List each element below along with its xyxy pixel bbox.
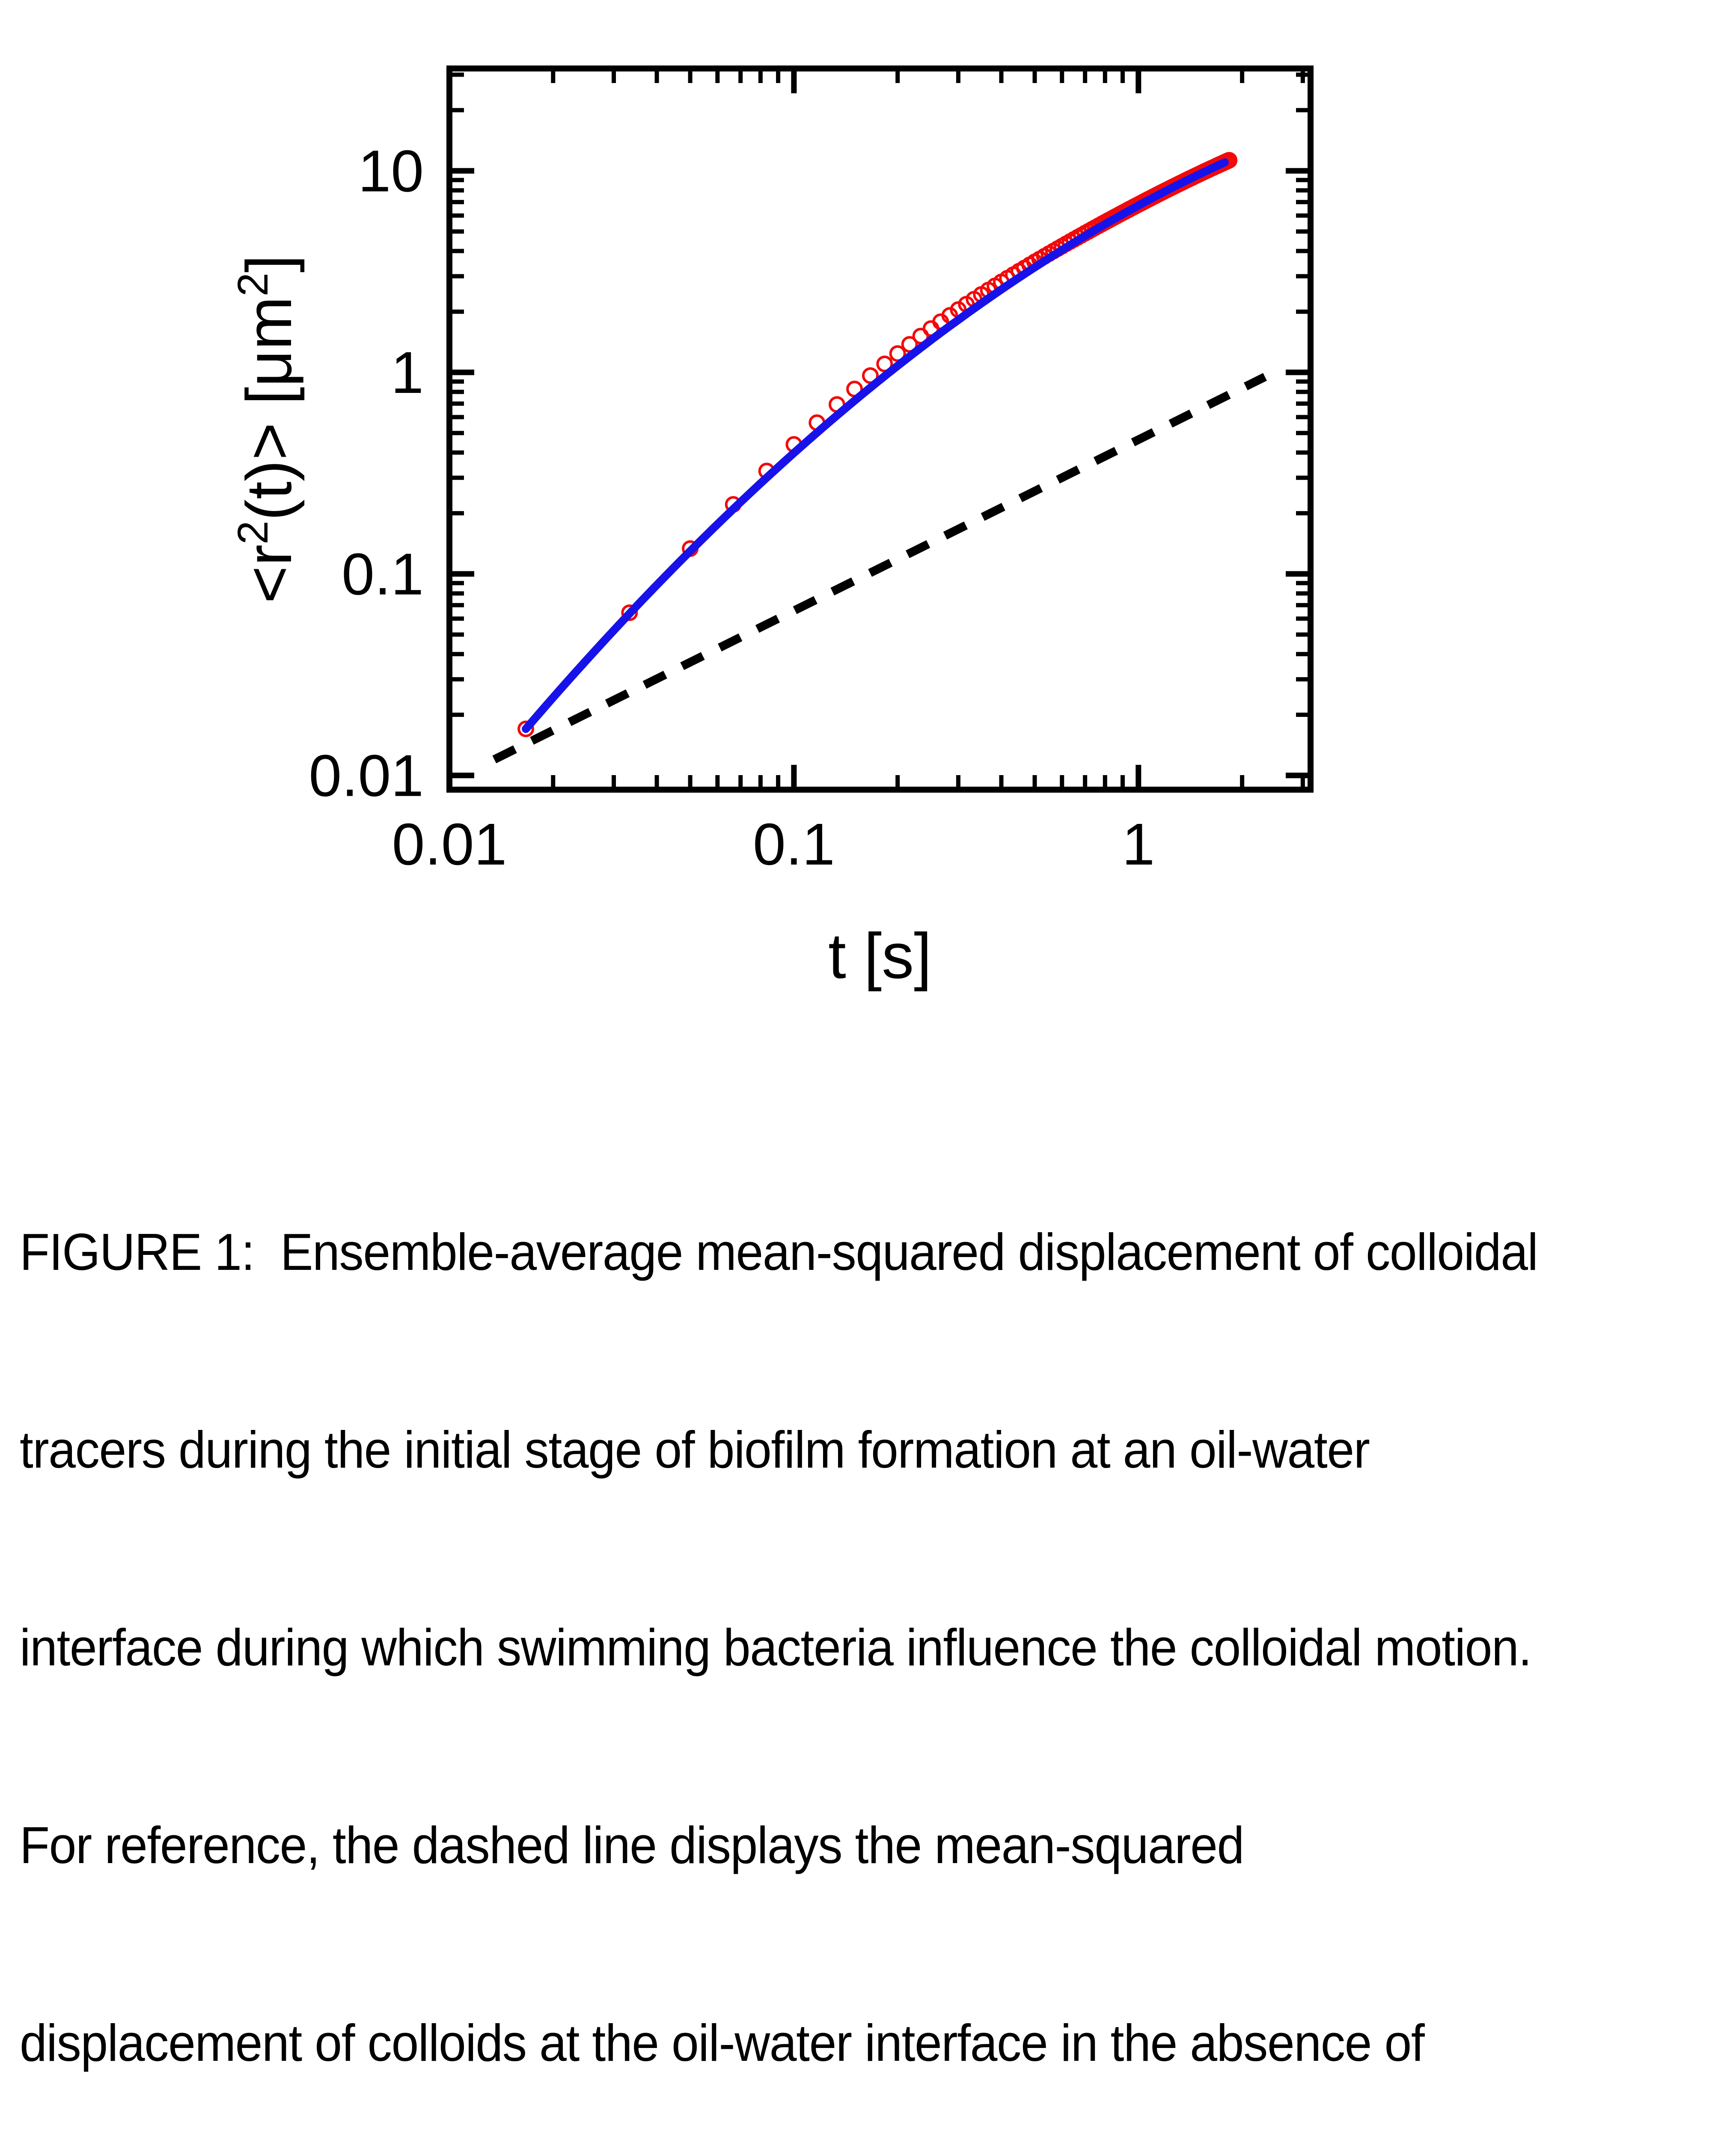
y-axis-title-superscript: 2 [229,273,277,297]
data-point-circle [621,604,638,621]
y-tick-label: 0.1 [342,541,424,607]
y-axis-title-part: <r [233,544,305,603]
data-points-group [517,152,1238,737]
caption-line: interface during which swimming bacteria… [20,1618,1532,1676]
dashed-reference-line [492,373,1267,764]
x-tick-label: 1 [1122,811,1155,877]
caption-line: For reference, the dashed line displays … [20,1816,1244,1874]
x-axis-title: t [s] [828,920,932,992]
y-tick-label: 0.01 [309,743,424,809]
y-axis-title-part: ] [233,255,305,273]
figure-caption: FIGURE 1: Ensemble-average mean-squared … [20,1087,1621,2140]
caption-line: FIGURE 1: Ensemble-average mean-squared … [20,1223,1538,1281]
y-axis-title-part: (t)> [ [233,387,305,521]
x-tick-label: 0.01 [392,811,507,877]
fit-line [522,158,1229,733]
caption-line: tracers during the initial stage of biof… [20,1421,1370,1479]
caption-line: displacement of colloids at the oil-wate… [20,2014,1425,2072]
x-tick-label: 0.1 [753,811,835,877]
y-tick-label: 1 [391,340,424,406]
data-point-circle [517,720,535,737]
figure-1: 0.01 0.1 1 0.01 0.1 1 10 t [s] <r2(t)> [μm2] FIG… [0,0,1736,2072]
plot-border [446,65,1314,793]
y-axis-title-superscript: 2 [229,521,277,545]
y-axis-title: <r2(t)> [μm2] [229,255,305,603]
msd-log-log-plot: 0.01 0.1 1 0.01 0.1 1 10 t [s] <r2(t)> [μm2] [0,0,1736,1053]
y-tick-label: 10 [358,138,424,204]
y-axis-title-part: μm [233,297,305,387]
